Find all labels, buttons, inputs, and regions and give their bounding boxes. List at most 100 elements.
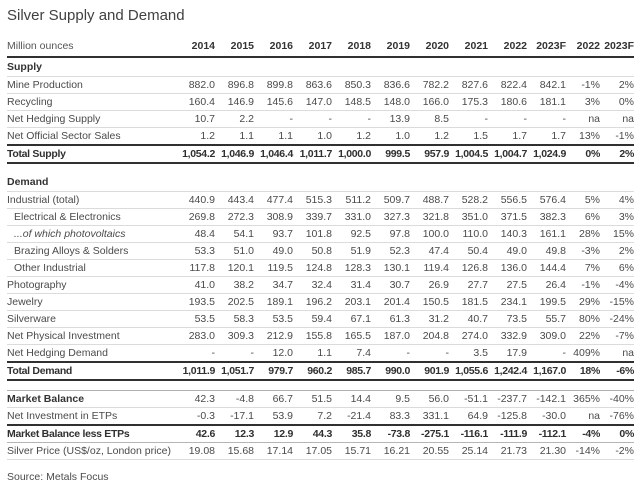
cell-value: -21.4 — [332, 407, 371, 426]
row-label: ...of which photovoltaics — [7, 225, 176, 243]
cell-value: 17.05 — [293, 442, 332, 460]
cell-value: 0% — [600, 93, 634, 111]
cell-value: 146.9 — [215, 93, 254, 111]
cell-value: 274.0 — [449, 327, 488, 345]
cell-value: -112.1 — [527, 424, 566, 443]
cell-value: 896.8 — [215, 76, 254, 94]
source-note: Source: Metals Focus — [7, 471, 109, 483]
cell-value: 34.7 — [254, 276, 293, 294]
cell-value: 26.4 — [527, 276, 566, 294]
row-label: Recycling — [7, 93, 176, 111]
cell-value: 30.7 — [371, 276, 410, 294]
table-row: Supply — [7, 57, 634, 77]
cell-value: - — [410, 344, 449, 363]
column-header: 2020 — [410, 37, 449, 58]
cell-value: 4% — [600, 191, 634, 209]
cell-value: 901.9 — [410, 361, 449, 381]
table-row: Total Supply 1,054.2 1,046.9 1,046.4 1,011.7… — [7, 144, 634, 164]
cell-value: 1,004.7 — [488, 144, 527, 164]
cell-value: 1,011.7 — [293, 144, 332, 164]
column-header: 2023F — [527, 37, 566, 58]
cell-value: 51.9 — [332, 242, 371, 260]
row-label: Silverware — [7, 310, 176, 328]
cell-value: 782.2 — [410, 76, 449, 94]
cell-value: 1,167.0 — [527, 361, 566, 381]
cell-value: 1,011.9 — [176, 361, 215, 381]
cell-value: 31.2 — [410, 310, 449, 328]
cell-value: -237.7 — [488, 390, 527, 408]
cell-value: - — [254, 110, 293, 128]
row-label: Brazing Alloys & Solders — [7, 242, 176, 260]
table-row: Market Balance less ETPs 42.6 12.3 12.9 44.3… — [7, 424, 634, 443]
cell-value: -1% — [566, 76, 600, 94]
cell-value: 202.5 — [215, 293, 254, 311]
cell-value: 110.0 — [449, 225, 488, 243]
cell-value: 822.4 — [488, 76, 527, 94]
column-header: 2019 — [371, 37, 410, 58]
cell-value: 1,046.9 — [215, 144, 254, 164]
cell-value: 51.5 — [293, 390, 332, 408]
cell-value: 140.3 — [488, 225, 527, 243]
cell-value: 50.8 — [293, 242, 332, 260]
cell-value: 165.5 — [332, 327, 371, 345]
cell-value: 147.0 — [293, 93, 332, 111]
cell-value: 836.6 — [371, 76, 410, 94]
cell-value: -116.1 — [449, 424, 488, 443]
table-row: Demand — [7, 173, 634, 192]
cell-value: 66.7 — [254, 390, 293, 408]
cell-value: - — [527, 344, 566, 363]
cell-value: 308.9 — [254, 208, 293, 226]
cell-value: 331.0 — [332, 208, 371, 226]
cell-value: 1.1 — [215, 127, 254, 146]
cell-value: 234.1 — [488, 293, 527, 311]
cell-value: 409% — [566, 344, 600, 363]
cell-value: 20.55 — [410, 442, 449, 460]
cell-value: 6% — [600, 259, 634, 277]
cell-value: 1.1 — [293, 344, 332, 363]
unit-label: Million ounces — [7, 37, 176, 58]
cell-value: 48.4 — [176, 225, 215, 243]
cell-value: 2% — [600, 144, 634, 164]
cell-value: 64.9 — [449, 407, 488, 426]
cell-value: 189.1 — [254, 293, 293, 311]
cell-value: -111.9 — [488, 424, 527, 443]
cell-value: 999.5 — [371, 144, 410, 164]
cell-value: 42.3 — [176, 390, 215, 408]
cell-value: -142.1 — [527, 390, 566, 408]
cell-value: na — [566, 110, 600, 128]
cell-value: 850.3 — [332, 76, 371, 94]
cell-value: 29% — [566, 293, 600, 311]
cell-value: - — [371, 344, 410, 363]
cell-value: -15% — [600, 293, 634, 311]
cell-value: 181.1 — [527, 93, 566, 111]
cell-value: -40% — [600, 390, 634, 408]
cell-value: 38.2 — [215, 276, 254, 294]
cell-value: 52.3 — [371, 242, 410, 260]
cell-value: 1.0 — [293, 127, 332, 146]
cell-value: 67.1 — [332, 310, 371, 328]
row-label: Electrical & Electronics — [7, 208, 176, 226]
cell-value: 2% — [600, 242, 634, 260]
cell-value: 1.1 — [254, 127, 293, 146]
cell-value: 477.4 — [254, 191, 293, 209]
cell-value: - — [527, 110, 566, 128]
cell-value: 1,024.9 — [527, 144, 566, 164]
row-label: Mine Production — [7, 76, 176, 94]
cell-value: 148.5 — [332, 93, 371, 111]
cell-value: 269.8 — [176, 208, 215, 226]
cell-value: 12.3 — [215, 424, 254, 443]
column-header: 2017 — [293, 37, 332, 58]
cell-value: 1,054.2 — [176, 144, 215, 164]
cell-value: -14% — [566, 442, 600, 460]
cell-value: 56.0 — [410, 390, 449, 408]
page-title: Silver Supply and Demand — [7, 7, 185, 24]
cell-value: 515.3 — [293, 191, 332, 209]
cell-value: 128.3 — [332, 259, 371, 277]
cell-value: -24% — [600, 310, 634, 328]
cell-value: 15.71 — [332, 442, 371, 460]
cell-value: 13% — [566, 127, 600, 146]
cell-value: 40.7 — [449, 310, 488, 328]
cell-value: 101.8 — [293, 225, 332, 243]
cell-value: 321.8 — [410, 208, 449, 226]
